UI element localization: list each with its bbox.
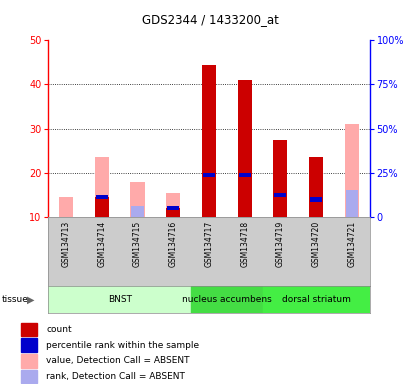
Text: nucleus accumbens: nucleus accumbens <box>182 295 272 304</box>
Bar <box>238 80 252 217</box>
Text: GSM134721: GSM134721 <box>347 220 356 266</box>
Bar <box>21 323 37 336</box>
Bar <box>95 157 109 217</box>
Bar <box>21 370 37 383</box>
Bar <box>309 157 323 217</box>
Bar <box>59 197 74 217</box>
Text: GSM134714: GSM134714 <box>97 220 106 266</box>
Text: BNST: BNST <box>108 295 132 304</box>
Text: GSM134718: GSM134718 <box>240 220 249 266</box>
Bar <box>239 173 251 177</box>
Text: tissue: tissue <box>2 295 29 304</box>
Bar <box>202 65 216 217</box>
Text: GDS2344 / 1433200_at: GDS2344 / 1433200_at <box>142 13 278 26</box>
Bar <box>262 286 370 313</box>
Bar <box>166 208 181 217</box>
Bar <box>167 206 179 210</box>
Text: rank, Detection Call = ABSENT: rank, Detection Call = ABSENT <box>46 372 185 381</box>
Text: GSM134716: GSM134716 <box>169 220 178 266</box>
Bar <box>21 338 37 352</box>
Text: ▶: ▶ <box>27 295 34 305</box>
Text: GSM134719: GSM134719 <box>276 220 285 266</box>
Bar <box>48 286 191 313</box>
Text: GSM134717: GSM134717 <box>205 220 213 266</box>
Text: value, Detection Call = ABSENT: value, Detection Call = ABSENT <box>46 356 190 365</box>
Bar <box>191 286 262 313</box>
Bar <box>130 182 144 217</box>
Bar <box>203 173 215 177</box>
Bar <box>131 206 144 217</box>
Bar <box>166 193 181 217</box>
Bar <box>346 190 358 217</box>
Text: GSM134715: GSM134715 <box>133 220 142 266</box>
Bar <box>96 195 108 199</box>
Text: dorsal striatum: dorsal striatum <box>282 295 350 304</box>
Text: GSM134720: GSM134720 <box>312 220 320 266</box>
Bar <box>345 124 359 217</box>
Bar <box>274 193 286 197</box>
Text: percentile rank within the sample: percentile rank within the sample <box>46 341 200 350</box>
Bar <box>21 354 37 368</box>
Text: GSM134713: GSM134713 <box>62 220 71 266</box>
Text: count: count <box>46 325 72 334</box>
Bar <box>273 140 288 217</box>
Bar <box>310 197 322 202</box>
Bar <box>95 197 109 217</box>
